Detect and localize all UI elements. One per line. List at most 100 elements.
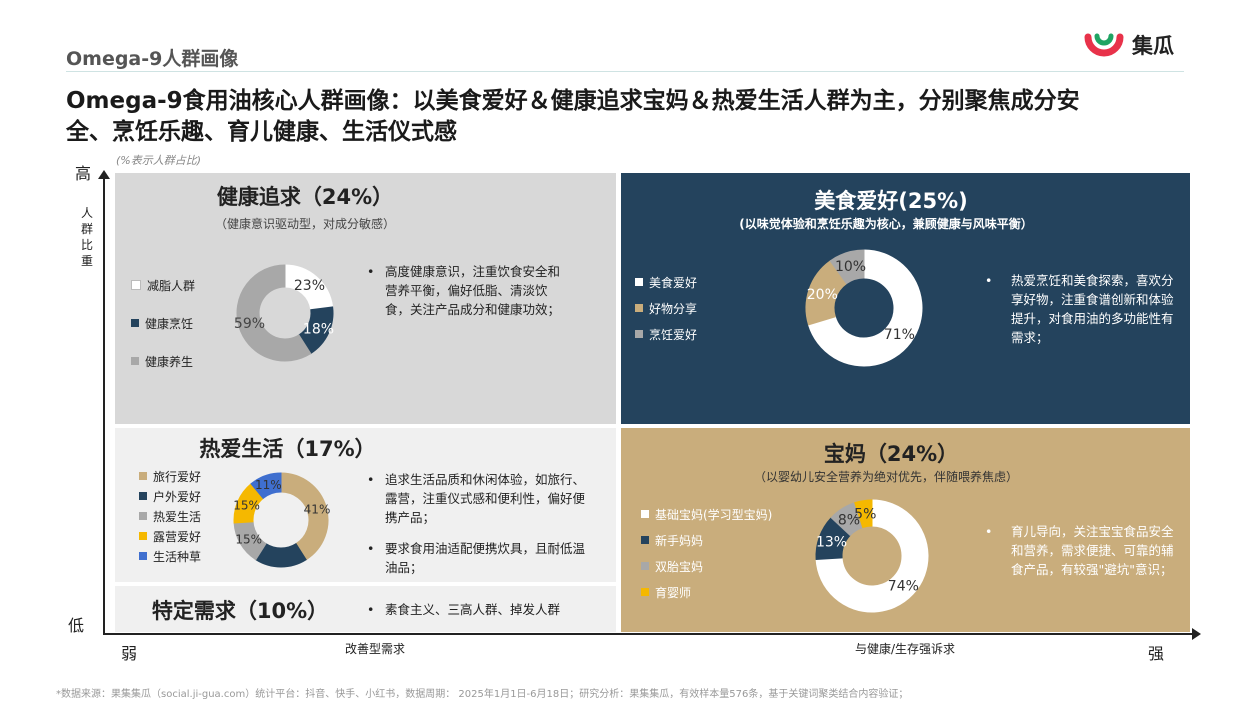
slice-value-label: 71% (884, 327, 915, 343)
slice-value-label: 11% (255, 478, 282, 492)
bullet: • (985, 524, 993, 539)
quadrant-title: 特定需求（10%） (151, 599, 329, 623)
quadrant-subtitle: （以婴幼儿安全营养为绝对优先，伴随喂养焦虑） (753, 470, 1018, 484)
headline-line-2: 全、烹饪乐趣、育儿健康、生活仪式感 (66, 119, 457, 145)
description-text: 追求生活品质和休闲体验，如旅行、露营，注重仪式感和便利性，偏好便携产品； (385, 472, 586, 525)
slice-value-label: 8% (838, 513, 860, 529)
legend-item: 生活种草 (139, 546, 201, 566)
legend-label: 好物分享 (649, 301, 698, 316)
x-axis-strong-label: 强 (1148, 644, 1165, 663)
brand-logo: 集瓜 (1084, 27, 1189, 61)
description-text: 热爱烹饪和美食探索，喜欢分享好物，注重食谱创新和体验提升，对食用油的多功能性有需… (1011, 273, 1174, 345)
legend-swatch (641, 536, 649, 544)
y-axis-arrow (98, 170, 110, 179)
quadrant-subtitle: (以味觉体验和烹饪乐趣为核心，兼顾健康与风味平衡） (739, 217, 1033, 231)
chart-legend: 基础宝妈(学习型宝妈) 新手妈妈双胎宝妈育婴师 (641, 501, 772, 605)
legend-label: 减脂人群 (147, 278, 196, 293)
header-divider (66, 71, 1184, 72)
brand-logo-icon (1084, 33, 1124, 57)
legend-item: 育婴师 (641, 579, 772, 605)
quadrant-health: 健康追求（24%） （健康意识驱动型，对成分敏感） 减脂人群 健康烹饪 健康养生 2… (115, 173, 616, 424)
chart-legend: 美食爱好好物分享烹饪爱好 (635, 269, 697, 347)
legend-item: 健康烹饪 (131, 304, 195, 342)
y-axis-low-label: 低 (68, 616, 85, 635)
donut-slice-1 (815, 499, 929, 613)
headline-line-1: Omega-9食用油核心人群画像：以美食爱好＆健康追求宝妈＆热爱生活人群为主，分… (66, 88, 1080, 114)
slice-value-label: 18% (303, 322, 334, 338)
legend-item: 双胎宝妈 (641, 553, 772, 579)
legend-label: 基础宝妈(学习型宝妈) (655, 507, 773, 522)
bullet: • (367, 472, 375, 487)
bullet: • (985, 273, 993, 288)
footer-source-note: *数据来源：果集集瓜（social.ji-gua.com）统计平台：抖音、快手、… (56, 689, 909, 700)
quadrant-special: 特定需求（10%） • 素食主义、三高人群、掉发人群 (115, 586, 616, 632)
legend-label: 生活种草 (153, 549, 202, 564)
legend-label: 旅行爱好 (153, 469, 202, 484)
bullet: • (367, 602, 375, 617)
chart-legend: 旅行爱好户外爱好热爱生活露营爱好生活种草 (139, 466, 201, 566)
legend-label: 健康养生 (145, 354, 194, 369)
donut-chart-health: 23% 18% 59% (234, 264, 334, 362)
slice-value-label: 74% (888, 578, 919, 594)
description-text: 素食主义、三高人群、掉发人群 (385, 602, 561, 617)
description-text: 要求食用油适配便携炊具，且耐低温油品； (385, 541, 586, 575)
quadrant-title: 美食爱好(25%) (814, 189, 968, 213)
x-axis-weak-label: 弱 (121, 644, 138, 663)
legend-swatch (641, 510, 649, 518)
x-axis-arrow (1192, 628, 1201, 640)
legend-label: 双胎宝妈 (655, 559, 704, 574)
legend-label: 户外爱好 (153, 489, 202, 504)
legend-item: 烹饪爱好 (635, 321, 697, 347)
donut-chart-food: 71% 20% 10% (805, 249, 923, 367)
quadrant-food: 美食爱好(25%) (以味觉体验和烹饪乐趣为核心，兼顾健康与风味平衡） 美食爱好… (621, 173, 1190, 424)
quadrant-description: • 追求生活品质和休闲体验，如旅行、露营，注重仪式感和便利性，偏好便携产品； •… (367, 470, 589, 577)
legend-swatch (139, 512, 147, 520)
x-axis-mid-left-label: 改善型需求 (345, 642, 406, 656)
donut-slice-5 (250, 472, 282, 500)
bullet: • (367, 264, 375, 279)
x-axis-line (103, 633, 1193, 635)
donut-slice-1 (280, 472, 329, 561)
quadrant-description: • 素食主义、三高人群、掉发人群 (367, 600, 607, 619)
legend-item: 露营爱好 (139, 526, 201, 546)
quadrant-description: • 高度健康意识，注重饮食安全和营养平衡，偏好低脂、清淡饮食，关注产品成分和健康… (367, 262, 572, 319)
legend-item: 户外爱好 (139, 486, 201, 506)
y-axis-title: 人群比重 (80, 206, 93, 268)
x-axis-mid-right-label: 与健康/生存强诉求 (855, 642, 956, 656)
legend-item: 美食爱好 (635, 269, 697, 295)
description-text: 高度健康意识，注重饮食安全和营养平衡，偏好低脂、清淡饮食，关注产品成分和健康功效… (385, 264, 561, 317)
slice-value-label: 5% (854, 506, 876, 522)
slice-value-label: 15% (235, 532, 262, 546)
legend-swatch (139, 552, 147, 560)
legend-swatch (131, 357, 139, 365)
slice-value-label: 41% (304, 503, 331, 517)
legend-swatch (635, 278, 643, 286)
section-title: Omega-9人群画像 (66, 48, 239, 70)
donut-slice-3 (829, 249, 865, 285)
bullet: • (367, 541, 375, 556)
legend-label: 露营爱好 (153, 529, 202, 544)
legend-swatch (641, 588, 649, 596)
y-axis-high-label: 高 (75, 164, 92, 183)
quadrant-title: 宝妈（24%） (823, 442, 959, 466)
legend-label: 新手妈妈 (655, 533, 704, 548)
y-axis-line (103, 178, 105, 633)
description-text: 育儿导向，关注宝宝食品安全和营养，需求便捷、可靠的辅食产品，有较强"避坑"意识； (1011, 524, 1174, 577)
slice-value-label: 59% (234, 316, 265, 332)
legend-swatch (139, 532, 147, 540)
legend-swatch (131, 280, 141, 290)
legend-label: 育婴师 (655, 585, 692, 600)
legend-swatch (641, 562, 649, 570)
chart-legend: 减脂人群健康烹饪健康养生 (131, 266, 195, 380)
legend-swatch (139, 472, 147, 480)
brand-name: 集瓜 (1132, 34, 1174, 58)
legend-swatch (635, 330, 643, 338)
legend-label: 美食爱好 (649, 275, 698, 290)
quadrant-title: 热爱生活（17%） (199, 437, 376, 461)
legend-item: 健康养生 (131, 342, 195, 380)
legend-label: 热爱生活 (153, 509, 202, 524)
legend-item: 热爱生活 (139, 506, 201, 526)
legend-swatch (635, 304, 643, 312)
legend-item: 好物分享 (635, 295, 697, 321)
donut-slice-3 (236, 264, 312, 362)
